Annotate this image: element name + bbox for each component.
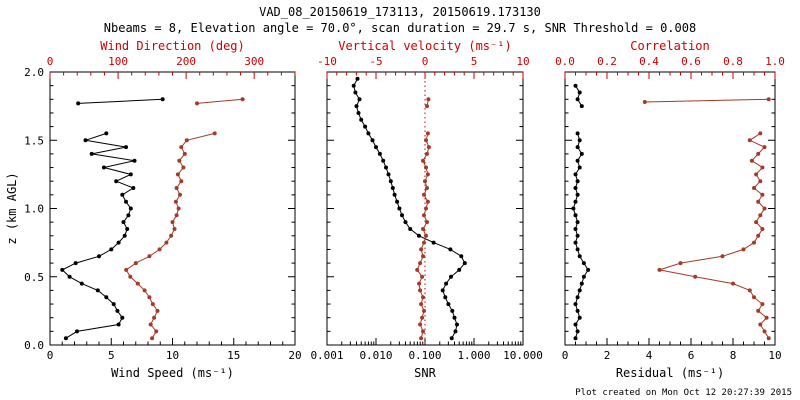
top-tick-label: -10 bbox=[317, 55, 337, 68]
y-tick-label: 1.0 bbox=[24, 203, 44, 216]
wind-direction-series bbox=[124, 97, 245, 341]
top-tick-label: 300 bbox=[244, 55, 264, 68]
x-tick-label: 0.010 bbox=[359, 349, 392, 362]
wind-speed-direction-bottom-axis-label: Wind Speed (ms⁻¹) bbox=[111, 366, 234, 380]
residual-correlation-panel: 0 2 4 6 8 10 Residual (ms⁻¹) 0.0 0.2 0.4 0.6 0.8 1.0… bbox=[555, 39, 785, 380]
top-tick-label: 100 bbox=[108, 55, 128, 68]
plot-created-timestamp: Plot created on Mon Oct 12 20:27:39 2015 bbox=[575, 388, 792, 398]
top-tick-label: 200 bbox=[176, 55, 196, 68]
vertical-velocity-series bbox=[415, 97, 431, 341]
plot-subtitle: Nbeams = 8, Elevation angle = 70.0°, sca… bbox=[103, 21, 697, 35]
top-tick-label: 0.0 bbox=[555, 55, 575, 68]
residual-correlation-bottom-axis-label: Residual (ms⁻¹) bbox=[616, 366, 724, 380]
x-tick-label: 10 bbox=[768, 349, 781, 362]
y-axis-label: z (km AGL) bbox=[5, 172, 19, 244]
y-tick-label: 0.5 bbox=[24, 271, 44, 284]
top-tick-label: 0.8 bbox=[723, 55, 743, 68]
y-tick-label: 1.5 bbox=[24, 134, 44, 147]
snr-vertical-velocity-panel: 0.001 0.010 0.100 1.000 10.000 SNR -10 -5 0 5 10 Ve… bbox=[310, 39, 542, 380]
top-tick-label: 10 bbox=[516, 55, 529, 68]
x-tick-label: 1.000 bbox=[457, 349, 490, 362]
correlation-series bbox=[642, 97, 771, 341]
panel-frame bbox=[49, 71, 296, 346]
x-tick-label: 4 bbox=[646, 349, 653, 362]
top-tick-label: 0.6 bbox=[681, 55, 701, 68]
x-tick-label: 0 bbox=[47, 349, 54, 362]
top-tick-label: 0.4 bbox=[639, 55, 659, 68]
x-tick-label: 0.100 bbox=[408, 349, 441, 362]
snr-vertical-velocity-bottom-axis-label: SNR bbox=[414, 366, 436, 380]
y-tick-label: 0.0 bbox=[24, 339, 44, 352]
wind-speed-direction-panel: 0.0 0.5 1.0 1.5 2.0 z (km AGL) 0 5 10 15 20 Wind Sp… bbox=[5, 39, 302, 380]
top-tick-label: 5 bbox=[471, 55, 478, 68]
wind-speed-series bbox=[60, 97, 165, 341]
residual-series bbox=[571, 83, 591, 341]
panel-frame bbox=[564, 71, 776, 346]
x-tick-label: 6 bbox=[688, 349, 695, 362]
x-tick-label: 20 bbox=[288, 349, 301, 362]
y-tick-label: 2.0 bbox=[24, 66, 44, 79]
top-tick-label: -5 bbox=[369, 55, 382, 68]
top-tick-label: 1.0 bbox=[765, 55, 785, 68]
top-tick-label: 0 bbox=[47, 55, 54, 68]
x-tick-label: 5 bbox=[108, 349, 115, 362]
residual-correlation-top-axis-label: Correlation bbox=[630, 39, 709, 53]
top-tick-label: 0 bbox=[422, 55, 429, 68]
x-tick-label: 8 bbox=[730, 349, 737, 362]
x-tick-label: 15 bbox=[227, 349, 240, 362]
x-tick-label: 0.001 bbox=[310, 349, 343, 362]
x-tick-label: 10 bbox=[166, 349, 179, 362]
x-tick-label: 10.000 bbox=[503, 349, 543, 362]
snr-series bbox=[351, 76, 467, 341]
snr-vertical-velocity-top-axis-label: Vertical velocity (ms⁻¹) bbox=[338, 39, 511, 53]
top-tick-label: 0.2 bbox=[597, 55, 617, 68]
plot-title: VAD_08_20150619_173113, 20150619.173130 bbox=[259, 5, 541, 19]
x-tick-label: 2 bbox=[604, 349, 611, 362]
x-tick-label: 0 bbox=[562, 349, 569, 362]
wind-speed-direction-top-axis-label: Wind Direction (deg) bbox=[100, 39, 245, 53]
